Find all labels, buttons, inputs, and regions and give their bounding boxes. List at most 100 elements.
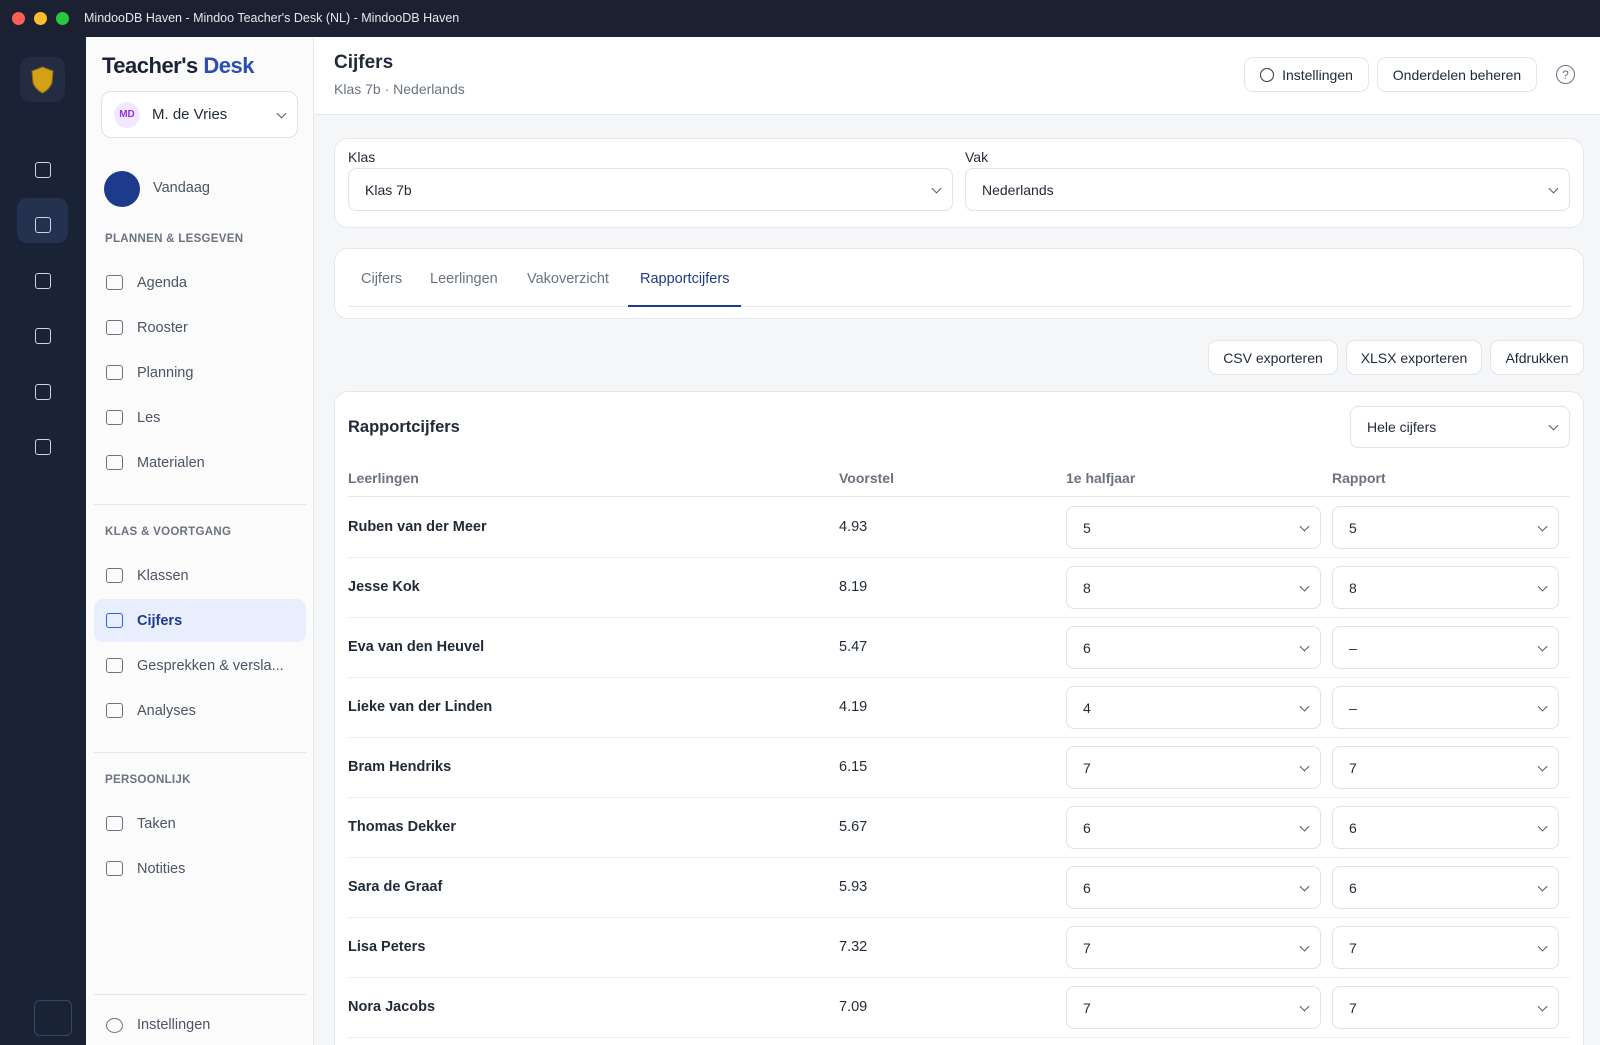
nav-item[interactable]: Planning xyxy=(94,351,306,394)
halfyear-select[interactable]: 4 xyxy=(1066,686,1321,729)
row-divider xyxy=(348,737,1570,738)
report-select[interactable]: 7 xyxy=(1332,746,1559,789)
help-button[interactable]: ? xyxy=(1556,65,1575,84)
row-divider xyxy=(348,1037,1570,1038)
nav-icon xyxy=(106,1017,123,1033)
export-button[interactable]: Afdrukken xyxy=(1490,340,1584,375)
sidebar-toggle[interactable] xyxy=(34,1000,72,1036)
tab[interactable]: Leerlingen xyxy=(430,271,498,287)
report-select[interactable]: 6 xyxy=(1332,866,1559,909)
user-initials: MD xyxy=(114,101,140,128)
rail-icon[interactable] xyxy=(35,217,51,233)
nav-label: Taken xyxy=(137,815,176,832)
close-button[interactable] xyxy=(12,12,25,25)
rail-icon[interactable] xyxy=(35,384,51,400)
nav-icon xyxy=(106,703,123,718)
halfyear-select[interactable]: 6 xyxy=(1066,866,1321,909)
row-divider xyxy=(348,857,1570,858)
minimize-button[interactable] xyxy=(34,12,47,25)
nav-item[interactable]: Rooster xyxy=(94,306,306,349)
rail-icon[interactable] xyxy=(35,328,51,344)
nav-label: Cijfers xyxy=(137,612,183,629)
student-name: Lieke van der Linden xyxy=(348,699,493,715)
today-link[interactable]: Vandaag xyxy=(153,180,210,196)
title-bar: MindooDB Haven - Mindoo Teacher's Desk (… xyxy=(0,0,1600,37)
row-divider xyxy=(348,557,1570,558)
zoom-button[interactable] xyxy=(56,12,69,25)
proposal: 5.67 xyxy=(839,819,868,835)
nav-icon xyxy=(106,613,123,628)
page-subtitle: Klas 7b · Nederlands xyxy=(334,81,465,97)
export-button[interactable]: XLSX exporteren xyxy=(1346,340,1482,375)
row-divider xyxy=(348,917,1570,918)
section-title: KLAS & VOORTGANG xyxy=(105,526,232,538)
brand-a: Teacher's xyxy=(102,53,198,78)
rail-active[interactable] xyxy=(17,198,68,243)
nav-icon xyxy=(106,320,123,335)
halfyear-select[interactable]: 7 xyxy=(1066,926,1321,969)
report-select[interactable]: 6 xyxy=(1332,806,1559,849)
filter-select[interactable]: Nederlands xyxy=(965,168,1570,211)
student-name: Ruben van der Meer xyxy=(348,519,487,535)
rail-icon[interactable] xyxy=(35,162,51,178)
footer-settings[interactable]: Instellingen xyxy=(106,1017,210,1033)
report-select[interactable]: – xyxy=(1332,626,1559,669)
report-select[interactable]: 7 xyxy=(1332,986,1559,1029)
column-header: Leerlingen xyxy=(348,470,419,486)
halfyear-select[interactable]: 6 xyxy=(1066,806,1321,849)
rail-icon[interactable] xyxy=(35,439,51,455)
nav-item[interactable]: Agenda xyxy=(94,261,306,304)
nav-item[interactable]: Taken xyxy=(94,802,306,845)
tab[interactable]: Vakoverzicht xyxy=(527,271,609,287)
nav-item[interactable]: Gesprekken & versla... xyxy=(94,644,306,687)
halfyear-select[interactable]: 6 xyxy=(1066,626,1321,669)
report-select[interactable]: 5 xyxy=(1332,506,1559,549)
user-name: M. de Vries xyxy=(152,106,228,123)
user-select[interactable]: MD M. de Vries xyxy=(101,91,298,138)
nav-label: Planning xyxy=(137,364,194,381)
header: Cijfers Klas 7b · Nederlands Instellinge… xyxy=(314,37,1600,115)
brand-b: Desk xyxy=(203,53,254,78)
nav-icon xyxy=(106,568,123,583)
rail-icon[interactable] xyxy=(35,273,51,289)
proposal: 4.19 xyxy=(839,699,868,715)
proposal: 7.09 xyxy=(839,999,868,1015)
column-header: Voorstel xyxy=(839,470,894,486)
report-select[interactable]: – xyxy=(1332,686,1559,729)
row-divider xyxy=(348,977,1570,978)
halfyear-select[interactable]: 7 xyxy=(1066,986,1321,1029)
manage-button[interactable]: Onderdelen beheren xyxy=(1377,57,1537,92)
report-select[interactable]: 8 xyxy=(1332,566,1559,609)
icon-rail xyxy=(0,37,86,1045)
export-button[interactable]: CSV exporteren xyxy=(1208,340,1338,375)
nav-item[interactable]: Cijfers xyxy=(94,599,306,642)
page-title: Cijfers xyxy=(334,52,394,73)
halfyear-select[interactable]: 5 xyxy=(1066,506,1321,549)
student-name: Nora Jacobs xyxy=(348,999,436,1015)
filter-label: Vak xyxy=(965,149,989,165)
halfyear-select[interactable]: 7 xyxy=(1066,746,1321,789)
report-select[interactable]: 7 xyxy=(1332,926,1559,969)
window-title: MindooDB Haven - Mindoo Teacher's Desk (… xyxy=(84,11,460,25)
nav-label: Notities xyxy=(137,860,186,877)
nav-icon xyxy=(106,455,123,470)
nav-icon xyxy=(106,861,123,876)
row-divider xyxy=(348,677,1570,678)
settings-button[interactable]: Instellingen xyxy=(1244,57,1369,92)
nav-item[interactable]: Les xyxy=(94,396,306,439)
proposal: 8.19 xyxy=(839,579,868,595)
nav-icon xyxy=(106,658,123,673)
tab[interactable]: Cijfers xyxy=(361,271,403,287)
nav-item[interactable]: Materialen xyxy=(94,441,306,484)
nav-label: Les xyxy=(137,409,161,426)
halfyear-select[interactable]: 8 xyxy=(1066,566,1321,609)
filter-select[interactable]: Klas 7b xyxy=(348,168,953,211)
tabs-line xyxy=(349,306,1571,307)
nav-item[interactable]: Analyses xyxy=(94,689,306,732)
tab[interactable]: Rapportcijfers xyxy=(628,271,742,307)
nav-item[interactable]: Notities xyxy=(94,847,306,890)
nav-item[interactable]: Klassen xyxy=(94,554,306,597)
mode-select[interactable]: Hele cijfers xyxy=(1350,406,1570,448)
